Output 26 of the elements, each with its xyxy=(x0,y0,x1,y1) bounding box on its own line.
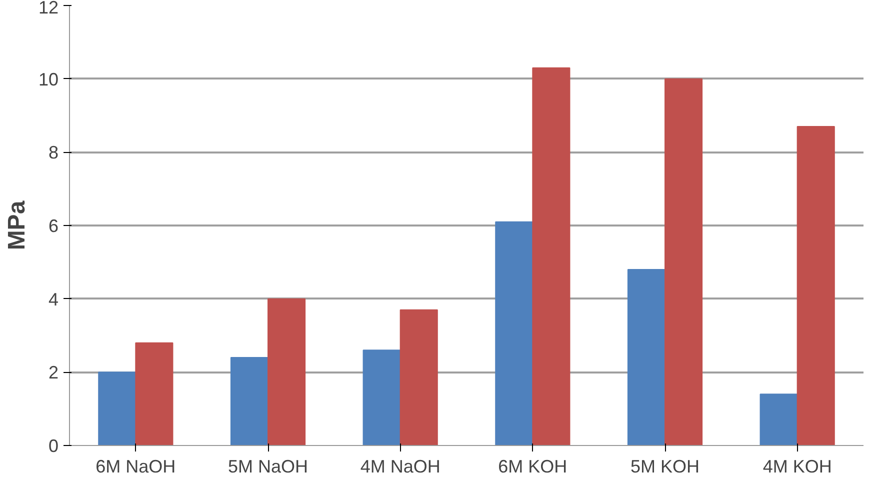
bar xyxy=(627,269,666,446)
x-tick-label: 5M KOH xyxy=(630,456,700,476)
bar xyxy=(268,298,306,446)
y-tick-label: 2 xyxy=(48,362,59,383)
y-axis-title: MPa xyxy=(3,200,30,250)
bar xyxy=(760,394,798,446)
y-tick-label: 12 xyxy=(38,0,59,18)
bar xyxy=(362,350,401,446)
y-tick-label: 6 xyxy=(48,216,59,236)
bar xyxy=(495,221,534,446)
bar xyxy=(135,342,174,446)
bar xyxy=(532,67,570,446)
x-tick-label: 6M NaOH xyxy=(96,456,176,476)
x-tick-label: 4M KOH xyxy=(762,456,832,476)
x-tick-label: 4M NaOH xyxy=(360,456,440,476)
x-tick-label: 6M KOH xyxy=(498,456,568,476)
bar xyxy=(98,372,136,446)
y-tick-label: 10 xyxy=(38,69,59,90)
bar xyxy=(796,126,835,446)
bar xyxy=(400,309,438,446)
y-tick-label: 4 xyxy=(48,289,59,310)
bar xyxy=(230,357,268,446)
y-tick-label: 0 xyxy=(48,436,59,456)
bar xyxy=(664,78,703,446)
y-tick-label: 8 xyxy=(48,142,59,163)
x-tick-label: 5M NaOH xyxy=(228,456,308,476)
